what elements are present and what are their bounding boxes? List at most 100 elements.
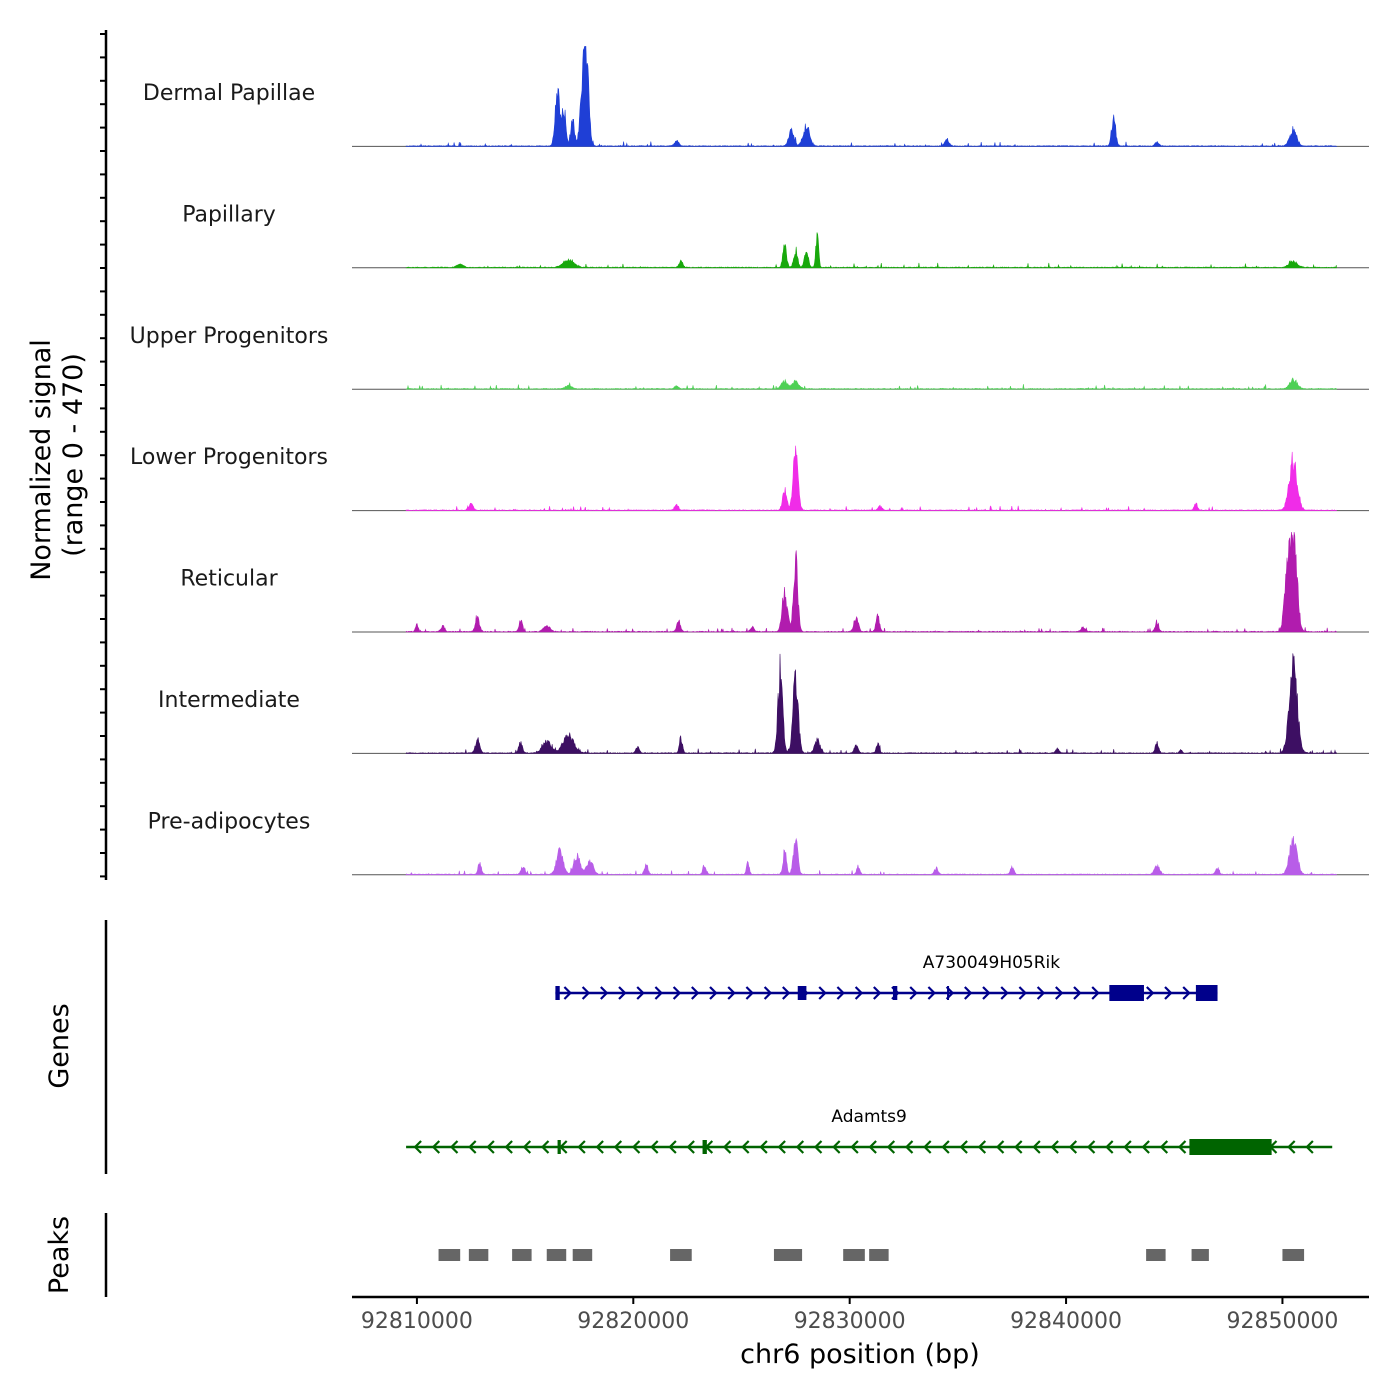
strand-arrow [613,1140,623,1154]
peak-region [1191,1249,1209,1261]
coverage-tracks [352,46,1369,876]
strand-arrow [1091,986,1100,1000]
strand-arrow [832,1140,841,1154]
strand-arrow [1036,986,1046,1000]
strand-arrow [977,1140,987,1154]
peak-region [1282,1249,1305,1261]
coverage-y-ticks [100,33,106,878]
exon [702,1140,707,1154]
exon [947,986,950,1000]
strand-arrow [923,1140,932,1154]
strand-arrow [654,986,663,1000]
x-tick-label: 92840000 [1010,1309,1122,1334]
strand-arrow [1287,1140,1296,1154]
strand-arrow [691,986,700,1000]
strand-arrow [468,1140,477,1154]
strand-arrow [1014,1140,1023,1154]
strand-arrow [745,986,754,1000]
strand-arrow [763,986,773,1000]
x-axis-title: chr6 position (bp) [740,1339,980,1370]
strand-arrow [563,986,572,1000]
strand-arrow [959,1140,968,1154]
strand-arrow [1055,986,1064,1000]
coverage-area [405,835,1338,876]
strand-arrow [982,986,991,1000]
coverage-ylabel-line1: Normalized signal [26,339,57,581]
track-label: Lower Progenitors [130,445,328,470]
peak-region [438,1249,461,1261]
strand-arrow [1164,986,1173,1000]
strand-arrow [600,986,609,1000]
strand-arrow [854,986,864,1000]
strand-arrow [1032,1140,1041,1154]
exon [557,1140,561,1154]
peak-region [773,1249,803,1261]
exon [1195,985,1218,1001]
peak-track [438,1249,1305,1261]
strand-arrow [941,1140,950,1154]
exon [797,986,807,1000]
gene-name: A730049H05Rik [923,953,1060,973]
gene-track: A730049H05Rik Adamts9 [406,953,1333,1155]
strand-arrow [813,1140,823,1154]
x-tick-label: 92850000 [1226,1309,1338,1334]
strand-arrow [504,1140,513,1154]
strand-arrow [927,986,936,1000]
track-label: Dermal Papillae [143,81,315,106]
strand-arrow [836,986,845,1000]
peak-region [869,1249,889,1261]
exon [892,986,898,1000]
strand-arrow [595,1140,604,1154]
strand-arrow [1086,1140,1096,1154]
strand-arrow [577,1140,586,1154]
strand-arrow [904,1140,914,1154]
x-axis-ticks: 92810000 92820000 92830000 92840000 92850000 [361,1297,1338,1334]
strand-arrow [650,1140,659,1154]
x-tick-label: 92810000 [361,1309,473,1334]
coverage-area [405,531,1337,633]
strand-arrow [581,986,591,1000]
strand-arrow [709,986,718,1000]
track-labels: Dermal Papillae Papillary Upper Progenitor… [130,81,329,834]
strand-arrow [413,1140,422,1154]
strand-arrow [1073,986,1082,1000]
strand-arrow [618,986,627,1000]
strand-arrow [1141,1140,1150,1154]
strand-arrow [782,986,791,1000]
peak-region [843,1249,865,1261]
strand-arrow [886,1140,896,1154]
strand-arrow [449,1140,459,1154]
peak-region [670,1249,692,1261]
strand-arrow [486,1140,495,1154]
coverage-area [405,653,1337,754]
strand-arrow [964,986,973,1000]
strand-arrow [431,1140,441,1154]
track-label: Papillary [182,202,276,227]
strand-arrow [741,1140,750,1154]
coverage-area [405,232,1337,269]
x-tick-label: 92820000 [577,1309,689,1334]
track-label: Upper Progenitors [130,324,329,349]
peak-region [546,1249,567,1261]
strand-arrow [672,986,682,1000]
strand-arrow [868,1140,877,1154]
strand-arrow [1018,986,1027,1000]
strand-arrow [1146,986,1155,1000]
strand-arrow [850,1140,859,1154]
strand-arrow [909,986,918,1000]
coverage-area [405,46,1338,147]
strand-arrow [1305,1140,1314,1154]
exon [1189,1139,1272,1155]
strand-arrow [777,1140,786,1154]
strand-arrow [1068,1140,1078,1154]
strand-arrow [686,1140,695,1154]
strand-arrow [727,986,736,1000]
strand-arrow [631,1140,641,1154]
track-label: Pre-adipocytes [148,809,311,834]
strand-arrow [995,1140,1005,1154]
peak-region [468,1249,489,1261]
coverage-area [405,377,1337,390]
peaks-ylabel: Peaks [44,1216,75,1294]
genes-ylabel: Genes [44,1003,75,1088]
track-label: Intermediate [158,688,300,713]
